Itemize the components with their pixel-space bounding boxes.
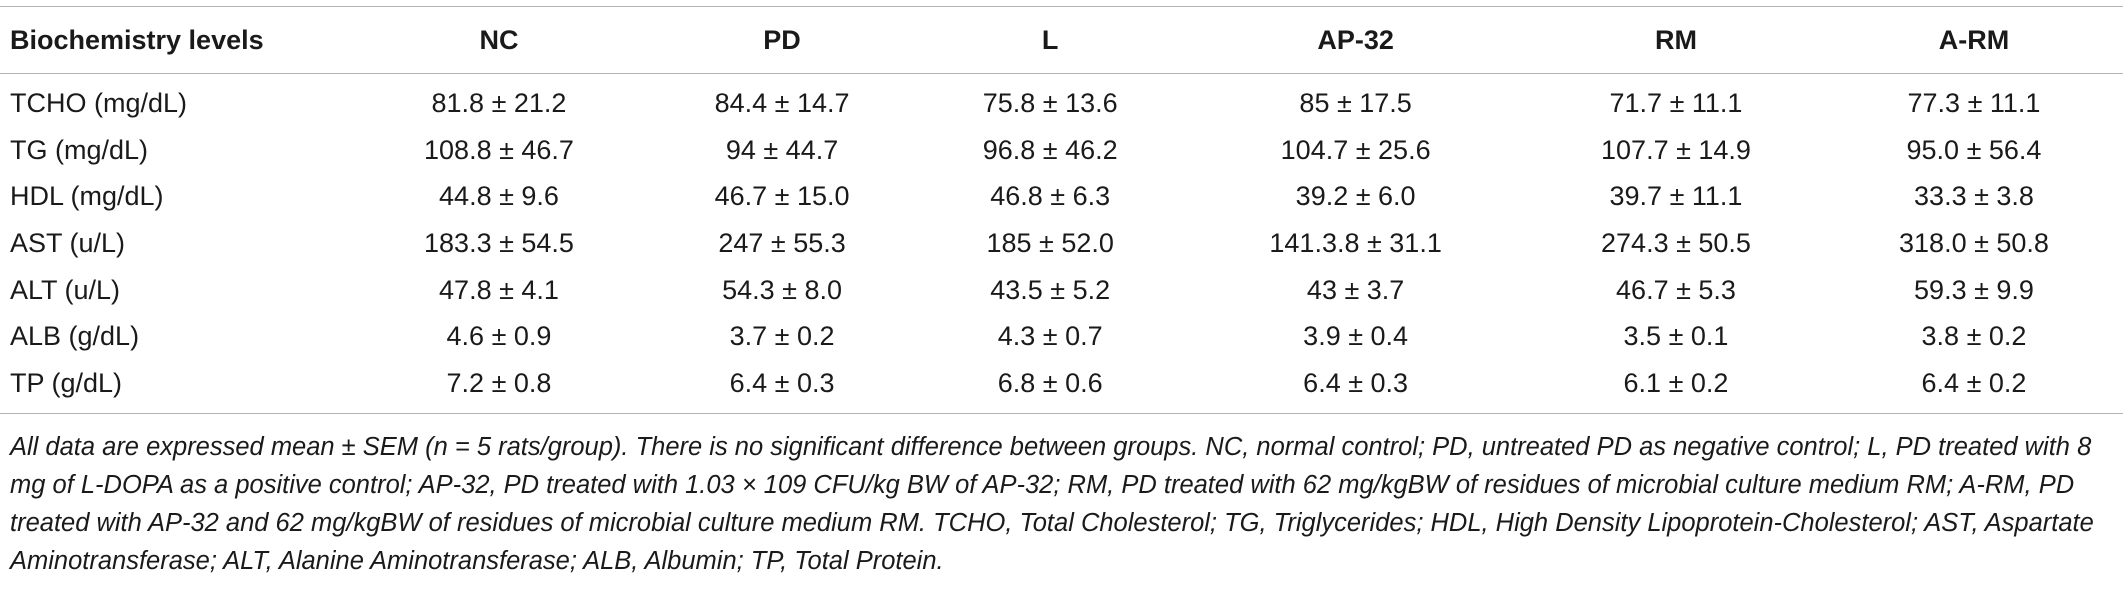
cell-value: 39.2 ± 6.0 — [1295, 181, 1416, 212]
cell-value: 96.8 ± 46.2 — [982, 134, 1118, 165]
cell-value: 4.3 ± 0.7 — [997, 321, 1103, 352]
cell-value: 183.3 ± 54.5 — [424, 227, 574, 258]
table-row: ALB (g/dL) 4.6 ± 0.9 3.7 ± 0.2 4.3 ± 0.7… — [0, 313, 2123, 360]
cell-value: 44.8 ± 9.6 — [439, 181, 559, 212]
table-row: AST (u/L) 183.3 ± 54.5 247 ± 55.3 185 ± … — [0, 220, 2123, 267]
header-label: Biochemistry levels — [0, 6, 350, 74]
header-ap-32: AP-32 — [1184, 6, 1527, 74]
cell-value: 274.3 ± 50.5 — [1601, 227, 1751, 258]
cell-value: 3.5 ± 0.1 — [1623, 321, 1729, 352]
row-label: ALT (u/L) — [10, 274, 121, 305]
cell-value: 6.4 ± 0.2 — [1824, 360, 2123, 414]
cell-value: 7.2 ± 0.8 — [350, 360, 648, 414]
cell-value: 318.0 ± 50.8 — [1899, 227, 2049, 258]
table-row: TP (g/dL) 7.2 ± 0.8 6.4 ± 0.3 6.8 ± 0.6 … — [0, 360, 2123, 414]
cell-value: 94 ± 44.7 — [725, 134, 839, 165]
row-label: TCHO (mg/dL) — [10, 87, 188, 118]
row-label: HDL (mg/dL) — [10, 181, 164, 212]
cell-value: 108.8 ± 46.7 — [424, 134, 574, 165]
cell-value: 39.7 ± 11.1 — [1609, 181, 1743, 212]
table-row: TG (mg/dL) 108.8 ± 46.7 94 ± 44.7 96.8 ±… — [0, 127, 2123, 174]
cell-value: 3.9 ± 0.4 — [1303, 321, 1409, 352]
cell-value: 46.7 ± 15.0 — [714, 181, 850, 212]
table-footnote: All data are expressed mean ± SEM (n = 5… — [10, 433, 2094, 575]
cell-value: 46.8 ± 6.3 — [990, 181, 1111, 212]
cell-value: 71.7 ± 11.1 — [1609, 87, 1743, 118]
cell-value: 43 ± 3.7 — [1306, 274, 1405, 305]
table-row: HDL (mg/dL) 44.8 ± 9.6 46.7 ± 15.0 46.8 … — [0, 173, 2123, 220]
cell-value: 6.8 ± 0.6 — [916, 360, 1185, 414]
header-a-rm: A-RM — [1824, 6, 2123, 74]
header-row: Biochemistry levels NC PD L AP-32 RM A-R… — [0, 6, 2123, 74]
cell-value: 6.4 ± 0.3 — [1184, 360, 1527, 414]
cell-value: 6.4 ± 0.3 — [647, 360, 917, 414]
cell-value: 81.8 ± 21.2 — [431, 87, 567, 118]
cell-value: 185 ± 52.0 — [986, 227, 1114, 258]
biochemistry-table: Biochemistry levels NC PD L AP-32 RM A-R… — [0, 6, 2123, 414]
row-label: AST (u/L) — [10, 227, 126, 258]
table-row: TCHO (mg/dL) 81.8 ± 21.2 84.4 ± 14.7 75.… — [0, 74, 2123, 127]
row-label: ALB (g/dL) — [10, 321, 140, 352]
cell-value: 95.0 ± 56.4 — [1906, 134, 2042, 165]
row-label: TP (g/dL) — [0, 360, 350, 414]
cell-value: 141.3.8 ± 31.1 — [1269, 227, 1442, 258]
cell-value: 3.7 ± 0.2 — [729, 321, 835, 352]
cell-value: 85 ± 17.5 — [1299, 87, 1412, 118]
row-label: TG (mg/dL) — [10, 134, 149, 165]
cell-value: 47.8 ± 4.1 — [439, 274, 559, 305]
cell-value: 43.5 ± 5.2 — [990, 274, 1111, 305]
table-row: ALT (u/L) 47.8 ± 4.1 54.3 ± 8.0 43.5 ± 5… — [0, 267, 2123, 314]
cell-value: 107.7 ± 14.9 — [1601, 134, 1751, 165]
cell-value: 33.3 ± 3.8 — [1914, 181, 2034, 212]
cell-value: 75.8 ± 13.6 — [982, 87, 1118, 118]
cell-value: 84.4 ± 14.7 — [714, 87, 850, 118]
cell-value: 6.1 ± 0.2 — [1527, 360, 1825, 414]
header-pd: PD — [647, 6, 917, 74]
cell-value: 247 ± 55.3 — [718, 227, 846, 258]
cell-value: 59.3 ± 9.9 — [1914, 274, 2034, 305]
header-nc: NC — [350, 6, 648, 74]
cell-value: 77.3 ± 11.1 — [1907, 87, 2041, 118]
header-l: L — [916, 6, 1185, 74]
cell-value: 104.7 ± 25.6 — [1280, 134, 1431, 165]
cell-value: 46.7 ± 5.3 — [1616, 274, 1736, 305]
cell-value: 3.8 ± 0.2 — [1921, 321, 2027, 352]
header-rm: RM — [1527, 6, 1825, 74]
cell-value: 4.6 ± 0.9 — [446, 321, 552, 352]
cell-value: 54.3 ± 8.0 — [722, 274, 842, 305]
